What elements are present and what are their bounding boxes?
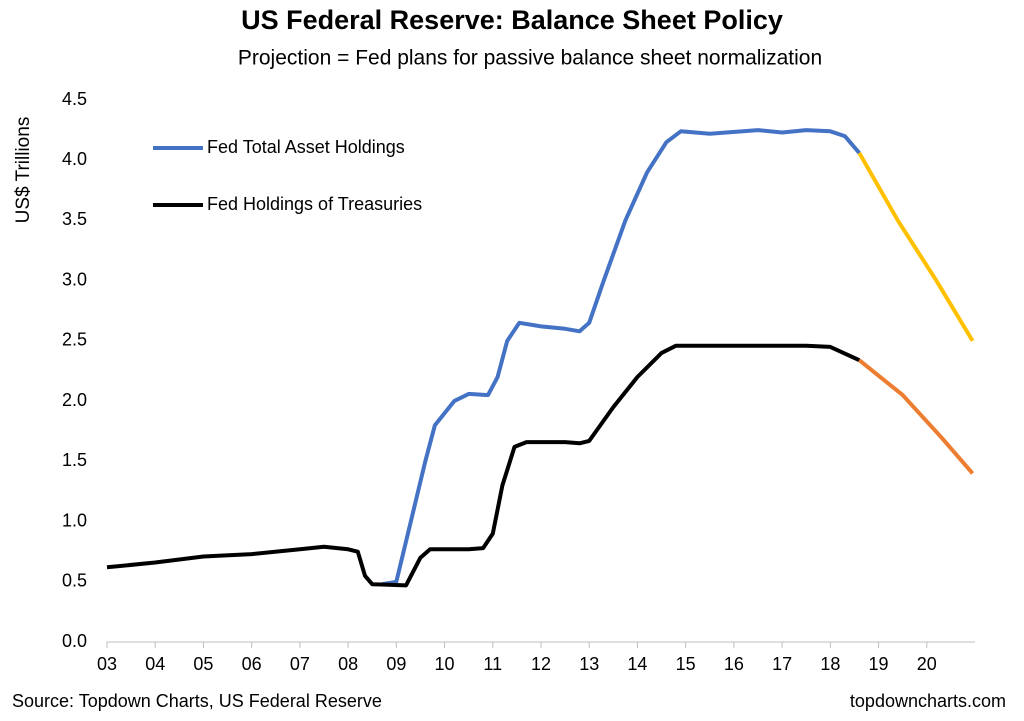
legend-label: Fed Holdings of Treasuries bbox=[207, 194, 422, 214]
y-tick-label: 1.5 bbox=[62, 450, 87, 470]
x-tick-label: 15 bbox=[676, 654, 696, 674]
y-tick-label: 1.0 bbox=[62, 510, 87, 530]
y-tick-label: 0.5 bbox=[62, 571, 87, 591]
x-tick-label: 18 bbox=[820, 654, 840, 674]
x-tick-label: 12 bbox=[531, 654, 551, 674]
x-tick-label: 06 bbox=[242, 654, 262, 674]
y-tick-label: 0.0 bbox=[62, 631, 87, 651]
x-tick-label: 16 bbox=[724, 654, 744, 674]
chart-title: US Federal Reserve: Balance Sheet Policy bbox=[241, 5, 783, 35]
chart-subtitle: Projection = Fed plans for passive balan… bbox=[238, 47, 822, 70]
watermark: topdowncharts.com bbox=[850, 691, 1006, 711]
x-tick-label: 13 bbox=[579, 654, 599, 674]
x-tick-label: 09 bbox=[386, 654, 406, 674]
y-tick-label: 3.0 bbox=[62, 269, 87, 289]
series-line bbox=[857, 152, 975, 342]
x-tick-label: 04 bbox=[145, 654, 165, 674]
y-tick-label: 3.5 bbox=[62, 209, 87, 229]
x-tick-label: 14 bbox=[627, 654, 647, 674]
x-tick-label: 07 bbox=[290, 654, 310, 674]
y-tick-label: 2.0 bbox=[62, 390, 87, 410]
x-tick-label: 10 bbox=[435, 654, 455, 674]
y-tick-label: 4.0 bbox=[62, 149, 87, 169]
y-tick-label: 2.5 bbox=[62, 330, 87, 350]
series-line bbox=[106, 343, 861, 588]
x-tick-label: 11 bbox=[483, 654, 502, 674]
x-tick-label: 19 bbox=[869, 654, 889, 674]
y-axis-label: US$ Trillions bbox=[13, 117, 34, 224]
series-line bbox=[381, 128, 861, 587]
legend-label: Fed Total Asset Holdings bbox=[207, 137, 405, 157]
x-tick-label: 03 bbox=[97, 654, 117, 674]
x-tick-label: 20 bbox=[917, 654, 937, 674]
y-tick-label: 4.5 bbox=[62, 89, 87, 109]
x-tick-label: 05 bbox=[193, 654, 213, 674]
x-tick-label: 17 bbox=[772, 654, 792, 674]
source: Source: Topdown Charts, US Federal Reser… bbox=[12, 691, 382, 711]
series-line bbox=[858, 358, 975, 475]
x-tick-label: 08 bbox=[338, 654, 358, 674]
